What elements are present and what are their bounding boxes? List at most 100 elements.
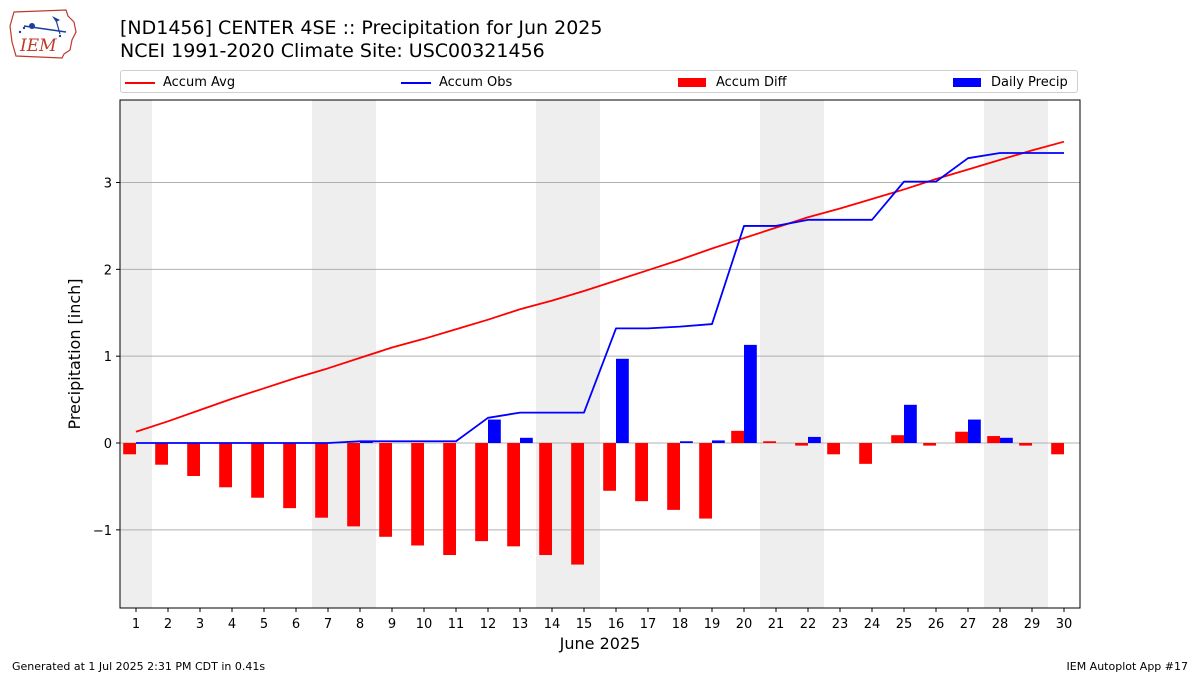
accum-obs-line <box>136 152 1064 444</box>
x-tick-label: 27 <box>960 617 977 632</box>
daily-precip-bar-day-27 <box>968 419 981 444</box>
x-tick-label: 19 <box>704 617 721 632</box>
plot-frame <box>119 99 1081 609</box>
footer-app-text: IEM Autoplot App #17 <box>1066 660 1189 673</box>
x-axis-label: June 2025 <box>559 634 641 653</box>
y-tick-label: −1 <box>93 524 112 539</box>
accum-diff-bar-day-24 <box>859 443 872 464</box>
x-tick-label: 15 <box>576 617 593 632</box>
weekend-shade-1 <box>312 100 376 608</box>
y-tick-label: 2 <box>104 263 112 278</box>
x-tick-label: 23 <box>832 617 849 632</box>
daily-precip-bar-day-13 <box>520 437 533 444</box>
accum-diff-bar-day-25 <box>891 435 904 444</box>
legend-swatch-accum-diff <box>678 78 706 87</box>
x-tick-label: 28 <box>992 617 1009 632</box>
accum-diff-bar-day-29 <box>1019 443 1032 446</box>
accum-diff-bar-day-22 <box>795 443 808 446</box>
weekend-shade-4 <box>984 100 1048 608</box>
legend-item-accum-obs: Accum Obs <box>401 74 512 91</box>
accum-diff-bar-day-16 <box>603 443 616 491</box>
accum-diff-bar-day-21 <box>763 441 776 444</box>
accum-diff-bar-day-10 <box>411 443 424 546</box>
x-tick-label: 26 <box>928 617 945 632</box>
accum-diff-bar-day-28 <box>987 436 1000 444</box>
x-tick-label: 6 <box>292 617 300 632</box>
accum-diff-bar-day-17 <box>635 443 648 502</box>
accum-diff-bar-day-13 <box>507 443 520 547</box>
x-tick-label: 16 <box>608 617 625 632</box>
legend-swatch-daily-precip <box>953 78 981 87</box>
x-tick-label: 20 <box>736 617 753 632</box>
x-tick-label: 10 <box>416 617 433 632</box>
iem-iowa-logo-icon: IEM <box>9 9 77 59</box>
accum-diff-bar-day-27 <box>955 431 968 444</box>
legend-label-accum-diff: Accum Diff <box>716 75 787 90</box>
daily-precip-bar-day-28 <box>1000 437 1013 444</box>
x-tick-label: 13 <box>512 617 529 632</box>
accum-diff-bar-day-30 <box>1051 443 1064 455</box>
legend-item-accum-avg: Accum Avg <box>125 74 235 91</box>
accum-avg-line <box>135 140 1065 433</box>
x-tick-label: 22 <box>800 617 817 632</box>
accum-diff-bar-day-18 <box>667 443 680 510</box>
daily-precip-bar-day-16 <box>616 358 629 444</box>
legend-item-daily-precip: Daily Precip <box>953 74 1068 91</box>
legend-label-daily-precip: Daily Precip <box>991 75 1068 90</box>
footer-generated-text: Generated at 1 Jul 2025 2:31 PM CDT in 0… <box>12 660 266 673</box>
accum-diff-bar-day-20 <box>731 430 744 444</box>
x-tick-label: 25 <box>896 617 913 632</box>
daily-precip-bar-day-19 <box>712 440 725 444</box>
x-tick-label: 5 <box>260 617 268 632</box>
iem-logo: IEM <box>8 6 80 60</box>
accum-diff-bar-day-7 <box>315 443 328 518</box>
x-tick-label: 18 <box>672 617 689 632</box>
daily-precip-bar-day-25 <box>904 404 917 444</box>
daily-precip-bar-day-18 <box>680 441 693 444</box>
legend-label-accum-obs: Accum Obs <box>439 75 513 90</box>
accum-diff-bar-day-15 <box>571 443 584 565</box>
x-tick-label: 24 <box>864 617 881 632</box>
x-tick-label: 12 <box>480 617 497 632</box>
weekend-shade-0 <box>120 100 152 608</box>
accum-diff-bar-day-19 <box>699 443 712 519</box>
accum-diff-bar-day-14 <box>539 443 552 556</box>
y-tick-label: 1 <box>104 350 112 365</box>
weekend-shade-3 <box>760 100 824 608</box>
legend-label-accum-avg: Accum Avg <box>163 75 236 90</box>
daily-precip-bar-day-12 <box>488 419 501 444</box>
logo-text: IEM <box>19 36 57 56</box>
x-tick-label: 17 <box>640 617 657 632</box>
x-tick-label: 7 <box>324 617 332 632</box>
accum-diff-bar-day-9 <box>379 443 392 537</box>
x-tick-label: 14 <box>544 617 561 632</box>
accum-diff-bar-day-23 <box>827 443 840 455</box>
accum-diff-bar-day-3 <box>187 443 200 477</box>
legend: Accum Avg Accum Obs Accum Diff Daily Pre… <box>120 70 1078 93</box>
y-axis-label: Precipitation [inch] <box>65 278 84 429</box>
chart-title: [ND1456] CENTER 4SE :: Precipitation for… <box>120 17 603 39</box>
legend-item-accum-diff: Accum Diff <box>678 74 787 91</box>
accum-diff-bar-day-2 <box>155 443 168 465</box>
chart-subtitle: NCEI 1991-2020 Climate Site: USC00321456 <box>120 40 545 62</box>
x-tick-label: 1 <box>132 617 140 632</box>
x-tick-label: 11 <box>448 617 465 632</box>
accum-diff-bar-day-6 <box>283 443 296 509</box>
x-tick-label: 4 <box>228 617 236 632</box>
accum-diff-bar-day-1 <box>123 443 136 455</box>
accum-diff-bar-day-8 <box>347 443 360 527</box>
daily-precip-bar-day-22 <box>808 436 821 444</box>
y-tick-label: 0 <box>104 437 112 452</box>
accum-diff-bar-day-12 <box>475 443 488 542</box>
accum-diff-bar-day-26 <box>923 443 936 446</box>
x-tick-label: 8 <box>356 617 364 632</box>
y-tick-label: 3 <box>104 176 112 191</box>
legend-swatch-accum-avg <box>125 81 155 84</box>
x-tick-label: 21 <box>768 617 785 632</box>
x-tick-label: 30 <box>1056 617 1073 632</box>
accum-diff-bar-day-5 <box>251 443 264 498</box>
accum-diff-bar-day-11 <box>443 443 456 556</box>
x-tick-label: 2 <box>164 617 172 632</box>
daily-precip-bar-day-20 <box>744 344 757 444</box>
